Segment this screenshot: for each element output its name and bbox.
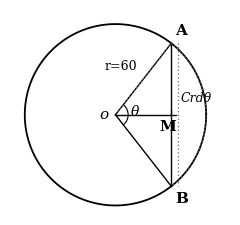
Text: θ: θ — [131, 105, 139, 119]
Text: o: o — [99, 108, 108, 122]
Text: A: A — [175, 24, 187, 38]
Text: Crdθ: Crdθ — [180, 92, 211, 105]
Text: r=60: r=60 — [104, 60, 137, 73]
Text: B: B — [175, 192, 188, 206]
Text: M: M — [159, 120, 176, 134]
